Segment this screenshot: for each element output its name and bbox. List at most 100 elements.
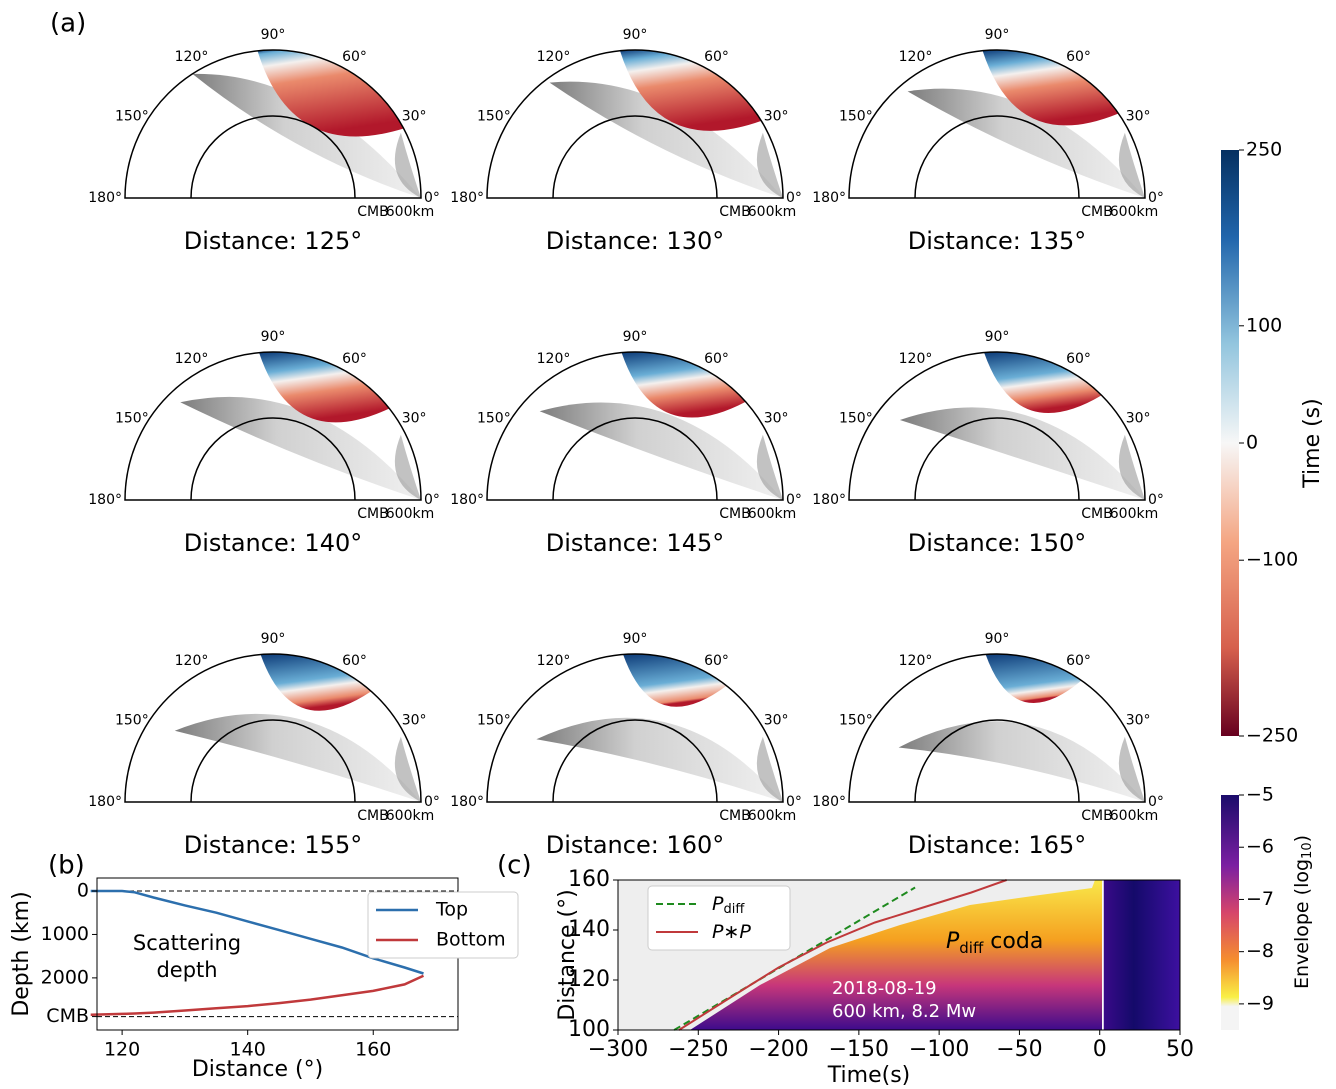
surface-arc (848, 653, 1146, 803)
colorbar-tick-label: 250 (1246, 139, 1282, 161)
radial-label: CMB (357, 204, 388, 220)
time-field (621, 351, 746, 418)
angle-tick-label: 30° (1126, 411, 1151, 427)
surface-arc (486, 653, 784, 803)
angle-tick-label: 60° (1066, 49, 1091, 65)
angle-tick-label: 180° (812, 190, 846, 206)
legend-box (367, 891, 519, 959)
x-axis-label: Distance (°) (192, 1057, 323, 1082)
angle-tick-label: 90° (623, 27, 648, 43)
angle-tick-label: 0° (786, 190, 802, 206)
angle-tick-label: 30° (764, 109, 789, 125)
angle-tick-label: 0° (1148, 794, 1164, 810)
radial-label: CMB (357, 506, 388, 522)
angle-tick-label: 150° (115, 411, 149, 427)
x-tick-label: −50 (996, 1037, 1042, 1062)
radial-label: 600km (748, 204, 796, 220)
ray-swath (394, 736, 421, 802)
angle-tick-label: 60° (704, 351, 729, 367)
panel-label: (b) (48, 851, 85, 881)
cmb-arc (552, 115, 718, 199)
legend-label: Top (435, 899, 468, 921)
ray-swath (180, 396, 421, 500)
ray-swath (1118, 736, 1145, 802)
angle-tick-label: 120° (899, 49, 933, 65)
angle-tick-label: 90° (261, 631, 286, 647)
time-field (985, 653, 1082, 703)
angle-tick-label: 30° (1126, 109, 1151, 125)
angle-tick-label: 150° (477, 713, 511, 729)
annotation: depth (156, 958, 217, 982)
x-tick-label: 120 (104, 1039, 140, 1061)
ray-swath (539, 402, 783, 500)
angle-tick-label: 0° (1148, 190, 1164, 206)
x-axis-label: Time(s) (827, 1063, 910, 1088)
annotation-rest: coda (983, 929, 1043, 954)
colorbar-tick-label: −8 (1246, 940, 1274, 962)
angle-tick-label: 120° (175, 351, 209, 367)
angle-tick-label: 120° (537, 49, 571, 65)
colorbar (1221, 150, 1239, 736)
angle-tick-label: 120° (899, 351, 933, 367)
angle-tick-label: 120° (537, 653, 571, 669)
angle-tick-label: 30° (402, 411, 427, 427)
colorbar-tick-label: −250 (1246, 725, 1298, 747)
panel-title: Distance: 150° (908, 529, 1086, 557)
surface-arc (848, 351, 1146, 501)
ray-swath (192, 73, 421, 198)
ray-swath (756, 736, 783, 802)
panel-label: (a) (50, 9, 86, 39)
angle-tick-label: 180° (812, 492, 846, 508)
time-field (620, 50, 762, 131)
ray-swath (536, 717, 783, 802)
angle-tick-label: 90° (261, 329, 286, 345)
cmb-arc (552, 719, 718, 803)
angle-tick-label: 0° (424, 794, 440, 810)
series-line (678, 879, 1007, 1031)
cmb-arc (190, 115, 356, 199)
time-field (260, 653, 372, 711)
radial-label: CMB (1081, 506, 1112, 522)
angle-tick-label: 90° (985, 631, 1010, 647)
angle-tick-label: 60° (704, 653, 729, 669)
y-tick-label: 2000 (41, 966, 89, 988)
cmb-arc (552, 417, 718, 501)
x-tick-label: −100 (909, 1037, 969, 1062)
surface-arc (486, 49, 784, 199)
x-tick-label: −300 (588, 1037, 648, 1062)
x-tick-label: 0 (1093, 1037, 1107, 1062)
angle-tick-label: 60° (342, 653, 367, 669)
radial-label: 600km (1110, 506, 1158, 522)
angle-tick-label: 180° (450, 492, 484, 508)
ray-swath (899, 407, 1145, 500)
radial-label: 600km (1110, 204, 1158, 220)
panel-title: Distance: 155° (184, 831, 362, 859)
legend-label-main: P∗P (712, 921, 751, 943)
angle-tick-label: 60° (342, 49, 367, 65)
angle-tick-label: 180° (88, 794, 122, 810)
legend-label-main: P (712, 893, 724, 915)
time-field (982, 49, 1119, 126)
ray-swath (394, 132, 421, 198)
legend-label: Pdiff (712, 893, 745, 917)
ray-swath (1118, 132, 1145, 198)
y-tick-label: 0 (77, 880, 89, 902)
angle-tick-label: 180° (812, 794, 846, 810)
y-tick-label: 1000 (41, 923, 89, 945)
ray-swath (549, 81, 783, 198)
series-line (90, 974, 425, 1017)
surface-arc (124, 351, 422, 501)
series-line (673, 886, 916, 1031)
angle-tick-label: 30° (402, 109, 427, 125)
angle-tick-label: 120° (175, 653, 209, 669)
colorbar-label: Time (s) (1300, 398, 1325, 488)
surface-arc (848, 49, 1146, 199)
angle-tick-label: 60° (342, 351, 367, 367)
angle-tick-label: 90° (623, 329, 648, 345)
surface-arc (124, 49, 422, 199)
